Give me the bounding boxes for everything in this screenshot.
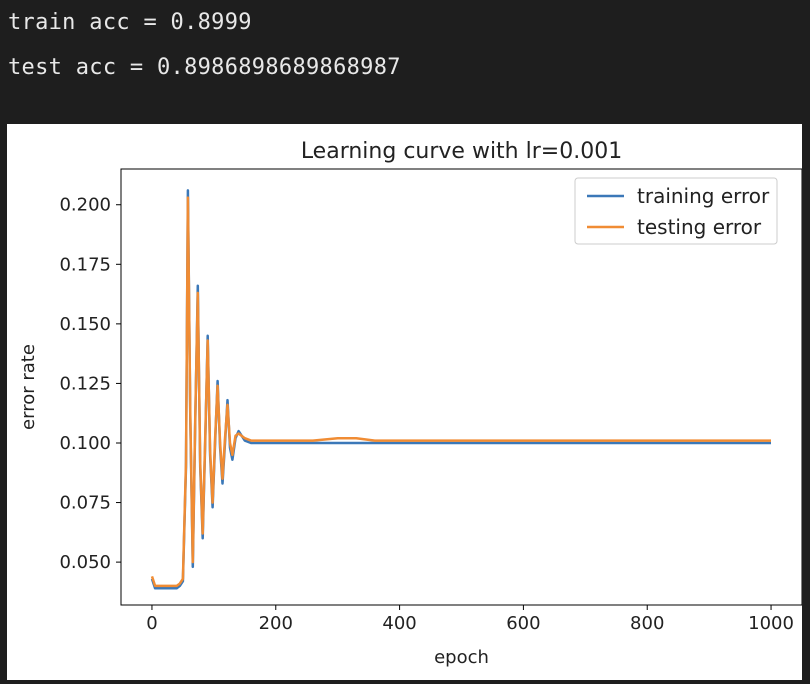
chart-title: Learning curve with lr=0.001	[301, 139, 622, 164]
x-tick-label: 200	[259, 613, 293, 634]
x-tick-label: 0	[146, 613, 157, 634]
training-error-line	[150, 189, 771, 590]
y-tick-label: 0.200	[59, 195, 111, 216]
y-tick-label: 0.050	[59, 552, 111, 573]
x-tick-label: 400	[382, 613, 416, 634]
y-tick-label: 0.125	[59, 373, 111, 394]
y-tick-label: 0.100	[59, 433, 111, 454]
learning-curve-chart: Learning curve with lr=0.001 epoch error…	[18, 139, 803, 668]
figure-canvas: Learning curve with lr=0.001 epoch error…	[7, 124, 803, 680]
y-axis-label: error rate	[18, 344, 39, 430]
x-axis-label: epoch	[434, 647, 489, 668]
test-acc-output: test acc = 0.8986898689868987	[8, 55, 401, 80]
x-tick-label: 800	[630, 613, 664, 634]
y-tick-label: 0.075	[59, 493, 111, 514]
y-tick-label: 0.150	[59, 314, 111, 335]
series-lines	[150, 189, 771, 590]
legend: training error testing error	[574, 177, 778, 245]
legend-label-training: training error	[637, 184, 770, 208]
y-tick-label: 0.175	[59, 254, 111, 275]
train-acc-output: train acc = 0.8999	[8, 10, 252, 35]
axis-ticks: 0 200 400 600 800 1000 0.050 0.075 0.100 0.125 0.1…	[59, 195, 793, 634]
legend-label-testing: testing error	[637, 215, 762, 239]
x-tick-label: 600	[506, 613, 540, 634]
x-tick-label: 1000	[748, 613, 794, 634]
legend-box	[574, 177, 778, 245]
testing-error-line	[150, 196, 771, 588]
